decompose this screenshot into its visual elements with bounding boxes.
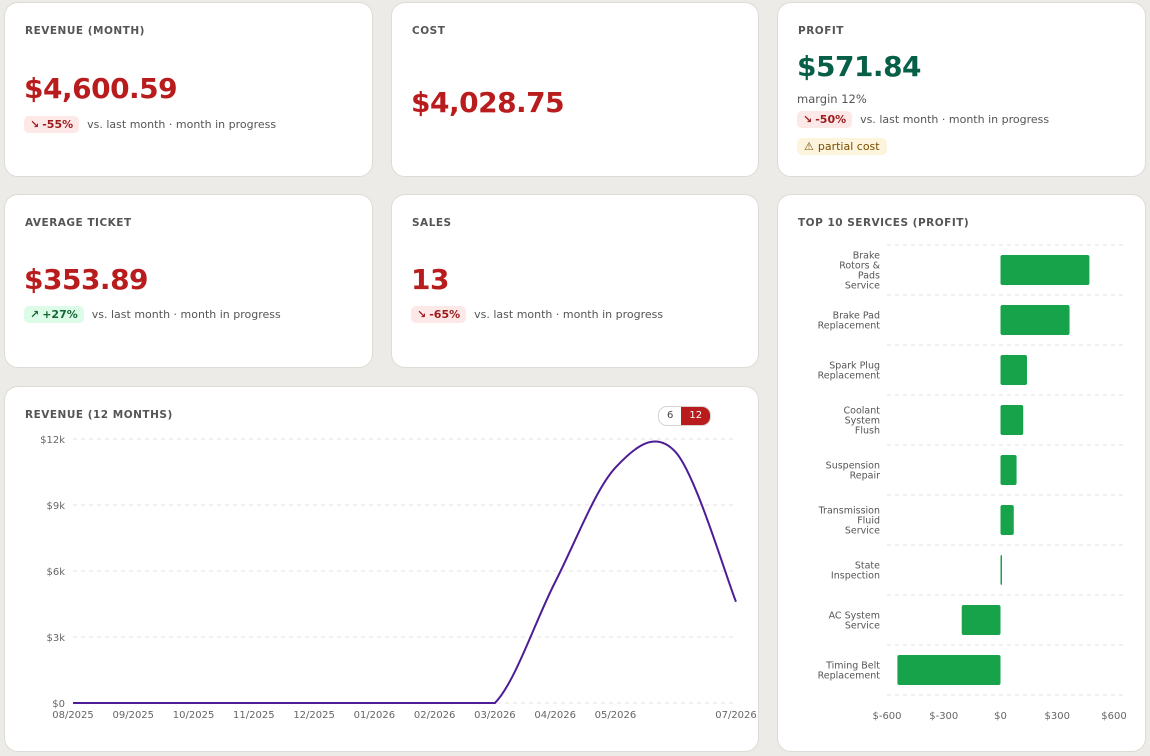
cost-value: $4,028.75	[411, 86, 565, 119]
profit-card-title: PROFIT	[798, 25, 844, 37]
revenue-trend-value: -55%	[42, 118, 74, 131]
y-tick-label: $3k	[46, 633, 65, 644]
x-tick-label: 10/2025	[173, 710, 215, 721]
average-ticket-trend-value: +27%	[42, 308, 78, 321]
y-tick-label: $6k	[46, 567, 65, 578]
category-label: AC System Service	[829, 611, 881, 632]
x-tick-label: $-300	[929, 711, 958, 722]
x-tick-label: 01/2026	[354, 710, 396, 721]
x-tick-label: 11/2025	[233, 710, 275, 721]
x-tick-label: 04/2026	[534, 710, 576, 721]
category-label: Transmission Fluid Service	[818, 506, 881, 537]
profit-bar	[1000, 505, 1014, 535]
period-12-button[interactable]: 12	[681, 407, 711, 425]
x-tick-label: 02/2026	[414, 710, 456, 721]
trending-down-icon: ↘	[803, 113, 813, 126]
cost-card-title: COST	[412, 25, 446, 37]
sales-trend: ↘ -65% vs. last month · month in progres…	[411, 306, 663, 323]
average-ticket-card: AVERAGE TICKET $353.89 ↗ +27% vs. last m…	[4, 194, 373, 368]
profit-bar	[1000, 305, 1070, 335]
category-label: Timing Belt Replacement	[818, 661, 881, 682]
x-tick-label: 09/2025	[112, 710, 154, 721]
profit-bar	[1000, 455, 1017, 485]
sales-trend-badge: ↘ -65%	[411, 306, 467, 323]
sales-value: 13	[411, 263, 449, 296]
x-tick-label: 08/2025	[52, 710, 94, 721]
x-tick-label: 07/2026	[715, 710, 757, 721]
revenue-trend-note: vs. last month · month in progress	[87, 118, 277, 131]
sales-card-title: SALES	[412, 217, 452, 229]
services-bar-chart: Brake Rotors & Pads Service Brake Pad Replace…	[818, 244, 1127, 722]
profit-margin: margin 12%	[797, 92, 867, 106]
x-tick-label: $300	[1045, 711, 1070, 722]
x-tick-label: $-600	[872, 711, 901, 722]
category-label: Spark Plug Replacement	[818, 361, 881, 382]
profit-bar	[897, 655, 1001, 685]
revenue-chart-title: REVENUE (12 MONTHS)	[25, 409, 173, 421]
profit-bar	[1000, 405, 1024, 435]
sales-trend-value: -65%	[429, 308, 461, 321]
trending-down-icon: ↘	[30, 118, 40, 131]
average-ticket-card-title: AVERAGE TICKET	[25, 217, 132, 229]
profit-value: $571.84	[797, 50, 922, 83]
profit-trend-value: -50%	[815, 113, 847, 126]
x-tick-label: 12/2025	[293, 710, 335, 721]
period-toggle: 6 12	[658, 406, 712, 426]
average-ticket-trend: ↗ +27% vs. last month · month in progres…	[24, 306, 281, 323]
period-6-button[interactable]: 6	[659, 407, 682, 425]
average-ticket-trend-note: vs. last month · month in progress	[91, 308, 281, 321]
sales-card: SALES 13 ↘ -65% vs. last month · month i…	[391, 194, 759, 368]
profit-trend-note: vs. last month · month in progress	[860, 113, 1050, 126]
y-tick-label: $0	[52, 699, 65, 710]
profit-card: PROFIT $571.84 margin 12% ↘ -50% vs. las…	[777, 2, 1146, 177]
profit-bar	[1000, 355, 1027, 385]
partial-cost-label: partial cost	[817, 140, 880, 153]
x-tick-label: $0	[994, 711, 1007, 722]
trending-up-icon: ↗	[30, 308, 40, 321]
category-label: Coolant System Flush	[844, 406, 881, 437]
average-ticket-trend-badge: ↗ +27%	[24, 306, 84, 323]
services-chart-title: TOP 10 SERVICES (PROFIT)	[798, 217, 970, 229]
services-chart-card: TOP 10 SERVICES (PROFIT) Brake Rotors & Pa…	[777, 194, 1146, 752]
profit-bar	[1000, 255, 1090, 285]
profit-bar	[1000, 555, 1002, 585]
revenue-card-title: REVENUE (MONTH)	[25, 25, 145, 37]
revenue-line-chart: $0 $3k $6k $9k $12k 08/2025 09/2025 10/2025 11/2…	[40, 435, 757, 721]
category-label: Brake Rotors & Pads Service	[839, 251, 880, 292]
revenue-trend-badge: ↘ -55%	[24, 116, 80, 133]
profit-trend-badge: ↘ -50%	[797, 111, 853, 128]
x-tick-label: 03/2026	[474, 710, 516, 721]
sales-trend-note: vs. last month · month in progress	[474, 308, 664, 321]
category-label: Suspension Repair	[826, 461, 880, 482]
trending-down-icon: ↘	[417, 308, 427, 321]
warning-icon: ⚠	[804, 140, 814, 153]
revenue-trend: ↘ -55% vs. last month · month in progres…	[24, 116, 276, 133]
x-tick-label: 05/2026	[595, 710, 637, 721]
x-tick-label: $600	[1101, 711, 1126, 722]
revenue-chart-card: REVENUE (12 MONTHS) 6 12 $0 $3k $6k $9k $12k…	[4, 386, 759, 752]
revenue-series-line	[72, 440, 737, 704]
y-tick-label: $9k	[46, 501, 65, 512]
y-tick-label: $12k	[40, 435, 65, 446]
profit-bar	[961, 605, 1001, 635]
revenue-card: REVENUE (MONTH) $4,600.59 ↘ -55% vs. las…	[4, 2, 373, 177]
category-label: Brake Pad Replacement	[818, 311, 881, 332]
partial-cost-badge: ⚠ partial cost	[797, 138, 887, 155]
revenue-value: $4,600.59	[24, 72, 178, 105]
cost-card: COST $4,028.75	[391, 2, 759, 177]
average-ticket-value: $353.89	[24, 263, 149, 296]
profit-trend: ↘ -50% vs. last month · month in progres…	[797, 111, 1049, 128]
category-label: State Inspection	[831, 561, 880, 582]
